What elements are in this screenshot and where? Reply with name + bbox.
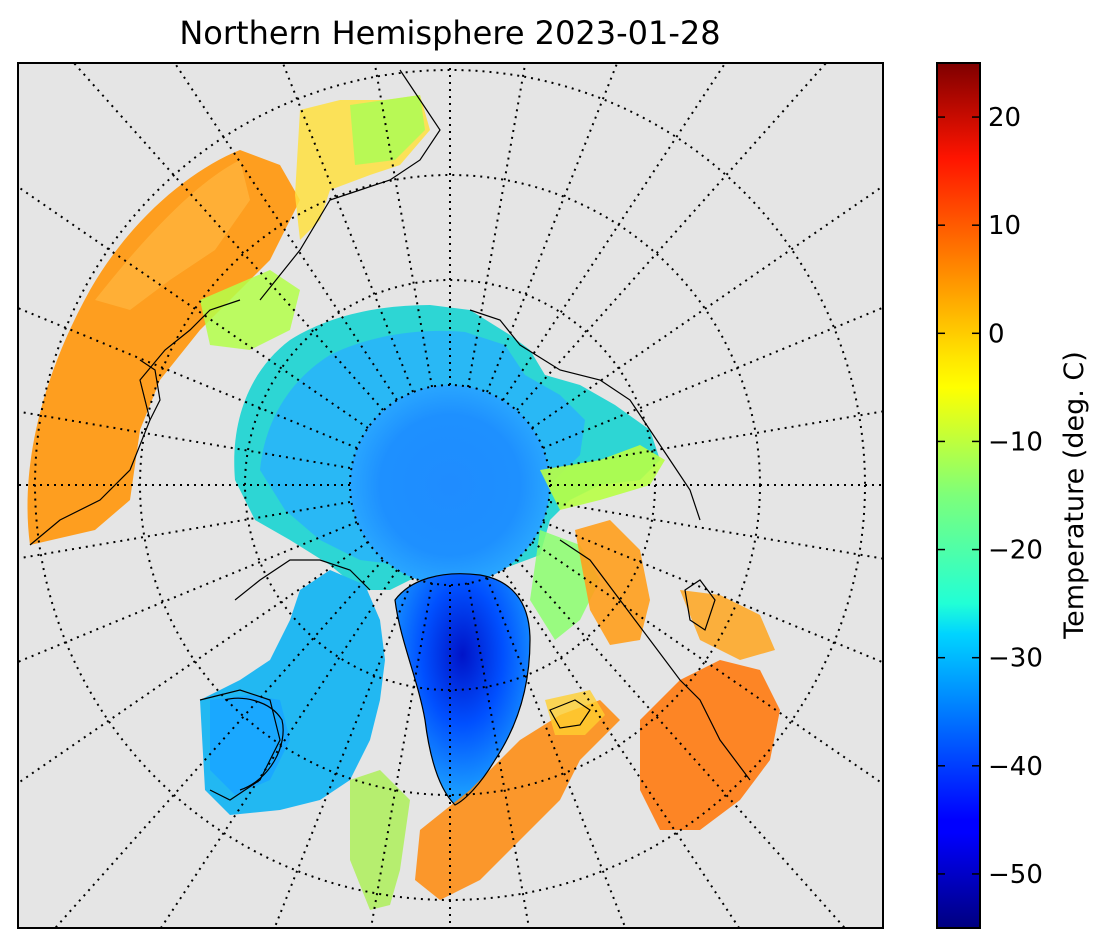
meridian bbox=[18, 541, 369, 785]
meridian bbox=[531, 541, 883, 786]
meridian bbox=[516, 63, 828, 411]
baltic-warm bbox=[680, 590, 775, 660]
map-frame bbox=[17, 62, 884, 929]
colorbar: 20 10 0 −10 −20 −30 −40 −50 Temperature (deg. C… bbox=[936, 62, 1090, 929]
coastline-hudson-bay bbox=[224, 697, 284, 791]
coastline-japan bbox=[139, 359, 161, 421]
north-atlantic-warm bbox=[415, 700, 620, 900]
colorbar-tick-label: 20 bbox=[988, 103, 1021, 133]
map-panel bbox=[18, 63, 883, 928]
meridian bbox=[531, 184, 883, 429]
europe-warm-region bbox=[640, 660, 780, 830]
colorbar-tick-label: 10 bbox=[988, 211, 1021, 241]
meridian bbox=[53, 559, 384, 928]
meridian bbox=[467, 582, 531, 928]
coastline-greenland bbox=[394, 573, 531, 806]
coastline-uk bbox=[684, 579, 716, 631]
colorbar-tick-label: 0 bbox=[988, 319, 1005, 349]
temperature-field bbox=[27, 95, 780, 910]
graticule-meridians bbox=[18, 63, 883, 928]
scandinavia-warm bbox=[575, 520, 650, 645]
siberian-coast-green bbox=[540, 445, 665, 510]
colorbar-label: Temperature (deg. C) bbox=[1059, 351, 1090, 640]
map-title: Northern Hemisphere 2023-01-28 bbox=[179, 14, 720, 52]
colorbar-tick-label: −30 bbox=[988, 644, 1043, 674]
hudson-bay-ice bbox=[210, 695, 290, 795]
labrador-green bbox=[350, 770, 410, 910]
meridian bbox=[516, 559, 847, 928]
colorbar-tick-label: −20 bbox=[988, 536, 1043, 566]
colorbar-ticks: 20 10 0 −10 −20 −30 −40 −50 bbox=[937, 103, 1043, 890]
coastline-alaska bbox=[29, 299, 241, 546]
coastline-canada bbox=[199, 559, 371, 801]
meridian bbox=[72, 63, 384, 411]
colorbar-tick-label: −50 bbox=[988, 860, 1043, 890]
meridian bbox=[369, 582, 433, 928]
pacific-warm-region bbox=[27, 150, 300, 545]
pacific-cold-front bbox=[95, 160, 250, 310]
meridian bbox=[18, 185, 369, 429]
coastline-iceland bbox=[549, 699, 591, 729]
coastline-scandinavia bbox=[559, 539, 751, 781]
north-pole-core bbox=[350, 385, 550, 585]
colorbar-tick-label: −10 bbox=[988, 427, 1043, 457]
colorbar-gradient bbox=[936, 62, 981, 929]
colorbar-tick-label: −40 bbox=[988, 752, 1043, 782]
iceland-area bbox=[545, 690, 605, 735]
